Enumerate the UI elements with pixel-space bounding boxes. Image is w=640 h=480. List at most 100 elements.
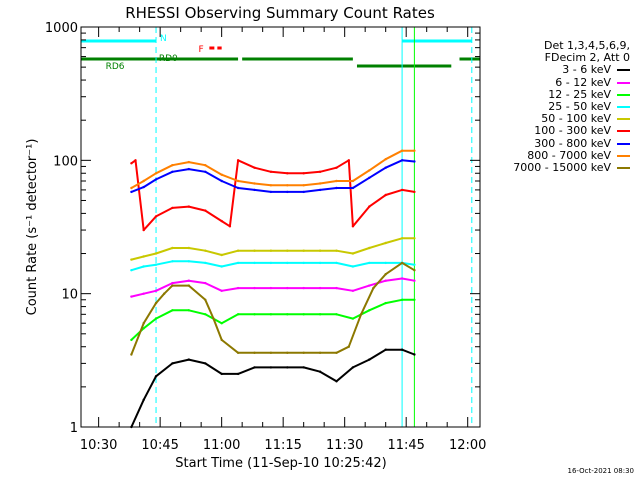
data-point bbox=[384, 158, 387, 161]
data-point bbox=[187, 167, 190, 171]
data-point bbox=[154, 252, 158, 255]
y-axis-label: Count Rate (s⁻¹ detector⁻¹) bbox=[25, 139, 40, 316]
series-line bbox=[130, 298, 415, 341]
data-point bbox=[286, 286, 289, 290]
data-point bbox=[236, 372, 240, 376]
data-point bbox=[187, 358, 190, 361]
data-point bbox=[204, 281, 207, 285]
data-point bbox=[302, 313, 305, 316]
x-axis-label: Start Time (11-Sep-10 10:25:42) bbox=[175, 456, 386, 471]
data-point bbox=[253, 182, 256, 185]
data-point bbox=[302, 184, 305, 187]
data-point bbox=[220, 289, 223, 292]
data-point bbox=[204, 362, 207, 365]
data-point bbox=[384, 193, 387, 197]
data-point bbox=[302, 249, 305, 252]
data-point bbox=[384, 166, 387, 169]
data-point bbox=[142, 228, 145, 232]
data-point bbox=[220, 372, 223, 376]
legend-entry: 6 - 12 keV bbox=[513, 76, 630, 89]
data-point bbox=[302, 172, 305, 175]
data-point bbox=[163, 292, 166, 295]
data-point bbox=[368, 358, 371, 361]
data-point bbox=[384, 241, 387, 245]
data-point bbox=[187, 284, 190, 287]
data-point bbox=[286, 313, 289, 316]
data-point bbox=[368, 309, 371, 312]
legend-label: 100 - 300 keV bbox=[534, 124, 611, 138]
data-point bbox=[236, 249, 240, 252]
data-point bbox=[413, 237, 416, 240]
data-point bbox=[171, 362, 174, 365]
data-point bbox=[318, 261, 322, 265]
series-layer bbox=[130, 149, 416, 429]
data-point bbox=[318, 351, 322, 354]
data-point bbox=[372, 286, 375, 290]
data-point bbox=[384, 273, 387, 276]
data-point bbox=[154, 375, 158, 378]
data-point bbox=[359, 313, 363, 316]
data-point bbox=[187, 160, 190, 164]
data-point bbox=[154, 263, 158, 266]
data-point bbox=[286, 249, 289, 252]
data-point bbox=[286, 261, 289, 265]
data-point bbox=[318, 313, 322, 316]
legend-entry: 50 - 100 keV bbox=[513, 113, 630, 125]
data-point bbox=[220, 338, 223, 342]
data-point bbox=[269, 261, 273, 265]
data-point bbox=[171, 309, 174, 312]
legend-items: 3 - 6 keV 6 - 12 keV 12 - 25 keV 25 - 50 ke… bbox=[513, 64, 630, 174]
data-point bbox=[171, 260, 174, 263]
series-line bbox=[131, 277, 415, 298]
data-point bbox=[384, 279, 387, 282]
data-point bbox=[413, 298, 416, 301]
data-point bbox=[368, 261, 371, 265]
series-line bbox=[131, 237, 415, 261]
data-point bbox=[236, 261, 240, 265]
data-point bbox=[286, 366, 289, 369]
legend-label: 3 - 6 keV bbox=[562, 63, 611, 77]
legend-label: 800 - 7000 keV bbox=[527, 148, 611, 162]
data-point bbox=[368, 169, 371, 172]
data-point bbox=[142, 265, 145, 268]
data-point bbox=[318, 170, 322, 173]
data-point bbox=[228, 225, 232, 228]
data-point bbox=[400, 237, 404, 240]
data-point bbox=[171, 170, 174, 173]
data-point bbox=[154, 215, 158, 218]
data-point bbox=[171, 206, 174, 210]
legend-entry: 12 - 25 keV bbox=[513, 88, 630, 101]
data-point bbox=[253, 351, 256, 354]
data-point bbox=[142, 179, 145, 183]
x-tick-label: 11:30 bbox=[326, 438, 363, 453]
chart-title: RHESSI Observing Summary Count Rates bbox=[125, 4, 435, 22]
y-tick-label: 100 bbox=[53, 154, 78, 169]
plot-frame bbox=[80, 26, 481, 428]
data-point bbox=[302, 351, 305, 354]
legend-swatch bbox=[617, 167, 630, 170]
data-point bbox=[335, 249, 338, 252]
y-tick-label: 1000 bbox=[45, 21, 78, 36]
data-point bbox=[130, 190, 133, 194]
legend: Det 1,3,4,5,6,9, FDecim 2, Att 0 3 - 6 k… bbox=[513, 39, 630, 174]
series-line bbox=[130, 149, 415, 189]
data-point bbox=[400, 348, 404, 351]
data-point bbox=[154, 172, 158, 175]
legend-swatch bbox=[617, 118, 630, 121]
data-point bbox=[335, 351, 338, 354]
data-point bbox=[368, 176, 371, 179]
data-point bbox=[335, 179, 338, 183]
data-point bbox=[269, 170, 273, 173]
data-point bbox=[269, 249, 273, 252]
data-point bbox=[204, 209, 207, 212]
data-point bbox=[187, 279, 190, 282]
data-point bbox=[413, 190, 416, 194]
data-point bbox=[187, 205, 190, 208]
data-point bbox=[286, 351, 289, 354]
data-point bbox=[130, 338, 133, 342]
data-point bbox=[302, 366, 305, 369]
data-point bbox=[236, 286, 240, 290]
data-point bbox=[400, 277, 404, 280]
data-point bbox=[154, 317, 158, 320]
legend-entry: 7000 - 15000 keV bbox=[513, 161, 630, 174]
